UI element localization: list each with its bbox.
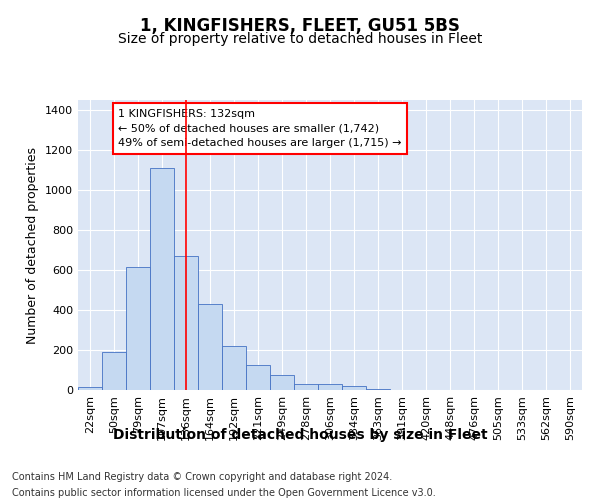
Text: 1, KINGFISHERS, FLEET, GU51 5BS: 1, KINGFISHERS, FLEET, GU51 5BS bbox=[140, 18, 460, 36]
Bar bbox=[342, 386, 366, 390]
Bar bbox=[102, 352, 126, 390]
Bar bbox=[126, 267, 150, 390]
Bar bbox=[222, 346, 246, 390]
Text: 1 KINGFISHERS: 132sqm
← 50% of detached houses are smaller (1,742)
49% of semi-d: 1 KINGFISHERS: 132sqm ← 50% of detached … bbox=[118, 108, 402, 148]
Text: Contains public sector information licensed under the Open Government Licence v3: Contains public sector information licen… bbox=[12, 488, 436, 498]
Bar bbox=[294, 384, 318, 390]
Bar bbox=[366, 389, 390, 390]
Bar bbox=[198, 304, 222, 390]
Bar bbox=[318, 384, 342, 390]
Bar bbox=[174, 256, 198, 390]
Text: Distribution of detached houses by size in Fleet: Distribution of detached houses by size … bbox=[113, 428, 487, 442]
Y-axis label: Number of detached properties: Number of detached properties bbox=[26, 146, 40, 344]
Text: Contains HM Land Registry data © Crown copyright and database right 2024.: Contains HM Land Registry data © Crown c… bbox=[12, 472, 392, 482]
Text: Size of property relative to detached houses in Fleet: Size of property relative to detached ho… bbox=[118, 32, 482, 46]
Bar bbox=[78, 387, 102, 390]
Bar bbox=[270, 375, 294, 390]
Bar bbox=[150, 168, 174, 390]
Bar bbox=[246, 365, 270, 390]
